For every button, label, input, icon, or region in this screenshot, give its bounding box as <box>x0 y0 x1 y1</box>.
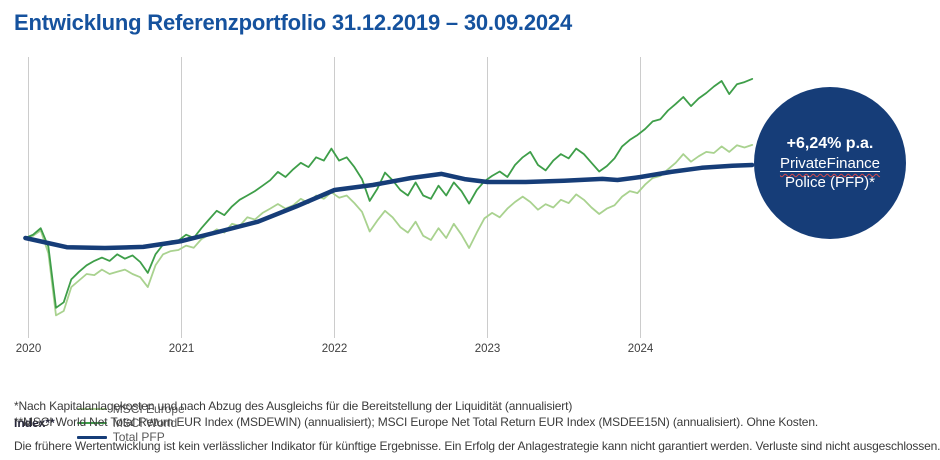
x-tick-label-2024: 2024 <box>628 343 654 355</box>
chart-legend: Index** MSCI Europe MSCI World Total PFP <box>14 402 199 444</box>
legend-swatch-msci-europe <box>76 408 107 410</box>
badge-product-name-text: PrivateFinance <box>779 154 881 172</box>
legend-label-msci-europe: MSCI Europe <box>112 402 185 416</box>
series-line-msci-world <box>24 77 754 309</box>
series-line-msci-europe <box>24 144 754 317</box>
footnote-liquidity: *Nach Kapitalanlagekosten und nach Abzug… <box>14 399 573 413</box>
badge-rate-label: +6,24% p.a. <box>786 134 874 152</box>
legend-swatch-total-pfp <box>76 435 107 439</box>
performance-chart: 2020 2021 2022 2023 2024 <box>16 57 755 355</box>
chart-area: 2020 2021 2022 2023 2024 +6,24% p.a. Private… <box>0 55 940 444</box>
x-tick-label-2020: 2020 <box>16 343 42 355</box>
page-title: Entwicklung Referenzportfolio 31.12.2019… <box>14 10 572 35</box>
pfp-badge: +6,24% p.a. PrivateFinance Police (PFP)* <box>754 87 906 239</box>
footnotes: *Nach Kapitalanlagekosten und nach Abzug… <box>14 399 940 455</box>
legend-label-total-pfp: Total PFP <box>112 430 165 444</box>
legend-title: Index** <box>14 416 55 430</box>
series-line-total-pfp <box>23 162 755 251</box>
x-tick-label-2023: 2023 <box>475 343 501 355</box>
badge-product-name: PrivateFinance <box>780 155 880 174</box>
legend-items: MSCI Europe MSCI World Total PFP <box>76 402 199 444</box>
x-tick-label-2021: 2021 <box>169 343 195 355</box>
footnote-indices: **MSCI World Net Total Return EUR Index … <box>14 414 819 429</box>
spellcheck-squiggle: PrivateFinance <box>780 155 880 172</box>
legend-swatch-msci-world <box>76 422 107 424</box>
legend-label-msci-world: MSCI World <box>112 416 178 430</box>
legend-item-msci-europe: MSCI Europe <box>76 402 185 416</box>
legend-item-total-pfp: Total PFP <box>76 430 185 444</box>
disclaimer: Die frühere Wertentwicklung ist kein ver… <box>14 439 940 454</box>
badge-product-sub: Police (PFP)* <box>784 173 876 191</box>
x-tick-label-2022: 2022 <box>322 343 348 355</box>
legend-item-msci-world: MSCI World <box>76 416 185 430</box>
